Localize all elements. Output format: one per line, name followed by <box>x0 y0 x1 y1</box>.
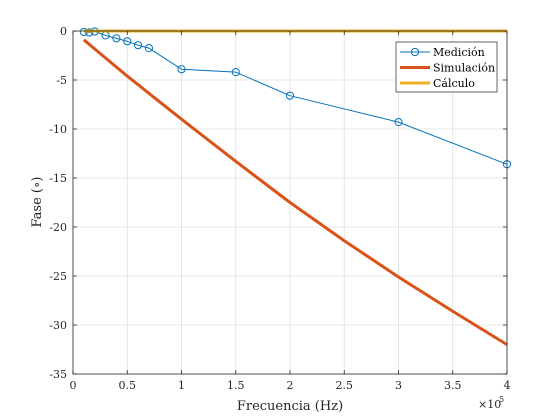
series-line-simulacion <box>82 38 508 346</box>
legend: Medición Simulación Cálculo <box>395 41 498 93</box>
legend-label-calculo: Cálculo <box>433 77 475 90</box>
y-tick-label: -15 <box>49 172 67 185</box>
x-exponent: ×10 5 <box>478 395 504 411</box>
x-tick-label: 4 <box>504 379 511 392</box>
x-tick-label: 2 <box>287 379 294 392</box>
y-tick-label: -5 <box>56 74 67 87</box>
data-point-medicion <box>285 91 295 100</box>
x-tick-label: 0.5 <box>119 379 137 392</box>
data-point-medicion <box>123 37 132 46</box>
data-point-medicion <box>394 118 403 127</box>
x-tick-label: 3.5 <box>444 379 462 392</box>
y-tick-label: -20 <box>49 221 67 234</box>
data-point-medicion <box>231 68 240 77</box>
x-exponent-power: 5 <box>499 395 504 404</box>
x-tick-label: 3 <box>395 379 402 392</box>
x-tick-labels: 0 0.5 1 1.5 2 2.5 3 3.5 4 <box>70 379 511 392</box>
data-point-medicion <box>112 34 121 43</box>
y-tick-labels: 0 -5 -10 -15 -20 -25 -30 -35 <box>49 25 67 381</box>
legend-marker-medicion <box>410 47 420 57</box>
data-point-medicion <box>134 41 143 50</box>
x-tick-label: 0 <box>70 379 77 392</box>
x-tick-label: 2.5 <box>336 379 354 392</box>
legend-label-simulacion: Simulación <box>433 62 495 75</box>
y-tick-label: 0 <box>60 25 67 38</box>
data-point-medicion <box>144 44 154 53</box>
y-tick-label: -35 <box>49 368 67 381</box>
y-tick-label: -25 <box>49 270 67 283</box>
y-axis-label: Fase (∘) <box>30 177 45 228</box>
y-tick-label: -10 <box>49 123 67 136</box>
y-tick-label: -30 <box>49 319 67 332</box>
data-point-medicion <box>177 65 186 74</box>
x-tick-label: 1.5 <box>227 379 245 392</box>
x-axis-label: Frecuencia (Hz) <box>237 399 343 414</box>
x-exponent-base: ×10 <box>478 398 501 411</box>
ticks <box>72 30 508 375</box>
x-tick-label: 1 <box>178 379 185 392</box>
legend-label-medicion: Medición <box>433 46 485 59</box>
